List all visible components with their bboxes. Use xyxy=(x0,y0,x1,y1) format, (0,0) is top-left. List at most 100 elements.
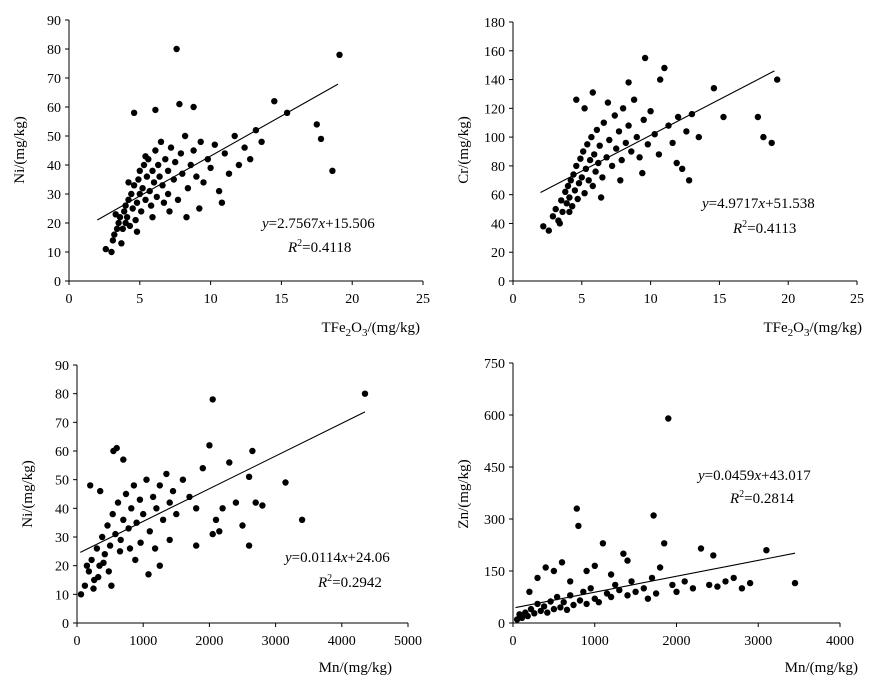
data-point xyxy=(140,161,148,169)
data-point xyxy=(578,174,585,181)
data-point xyxy=(252,499,259,506)
data-point xyxy=(99,533,106,541)
y-tick-label: 40 xyxy=(491,217,505,232)
data-point xyxy=(169,487,177,495)
data-point xyxy=(674,113,682,121)
data-point xyxy=(212,516,220,523)
x-tick-label: 4000 xyxy=(328,634,356,649)
data-point xyxy=(218,199,226,206)
y-tick-label: 80 xyxy=(55,388,69,403)
data-point xyxy=(595,599,602,606)
regression-equation: y=0.0114x+24.06 xyxy=(283,550,390,566)
data-point xyxy=(105,568,113,575)
data-point xyxy=(150,179,158,186)
data-point xyxy=(87,482,94,489)
data-point xyxy=(738,585,746,592)
x-tick-label: 20 xyxy=(781,292,795,307)
data-point xyxy=(612,581,619,589)
data-point xyxy=(560,599,567,606)
data-point xyxy=(231,132,238,140)
data-point xyxy=(111,231,118,238)
y-tick-label: 20 xyxy=(55,560,69,575)
data-point xyxy=(714,583,721,590)
data-point xyxy=(591,562,598,569)
data-point xyxy=(710,552,717,559)
data-point xyxy=(639,169,646,177)
data-point xyxy=(172,158,179,166)
data-point xyxy=(336,51,343,58)
data-point xyxy=(179,476,187,483)
data-point xyxy=(122,490,130,498)
data-point xyxy=(173,45,180,53)
data-point xyxy=(119,225,127,232)
data-point xyxy=(215,187,223,195)
y-tick-label: 80 xyxy=(47,43,61,58)
data-point xyxy=(526,588,533,595)
y-tick-label: 180 xyxy=(484,16,505,31)
data-point xyxy=(166,499,173,506)
data-point xyxy=(95,573,102,581)
data-point xyxy=(249,447,256,455)
data-point xyxy=(136,167,143,174)
data-point xyxy=(556,220,563,227)
data-point xyxy=(534,574,541,582)
data-point xyxy=(104,522,111,529)
data-point xyxy=(542,564,549,571)
data-point xyxy=(156,562,163,569)
data-point xyxy=(657,76,664,83)
data-point xyxy=(77,591,85,598)
data-point xyxy=(616,586,623,594)
data-point xyxy=(673,159,680,167)
y-axis-label: Cr/(mg/kg) xyxy=(456,116,472,184)
data-point xyxy=(156,482,163,489)
data-point xyxy=(580,588,587,595)
data-point xyxy=(593,126,601,134)
y-tick-label: 150 xyxy=(484,565,505,580)
trend-line xyxy=(80,411,366,553)
data-point xyxy=(181,132,189,140)
data-point xyxy=(143,476,150,483)
data-point xyxy=(628,148,635,155)
data-point xyxy=(589,89,596,96)
data-point xyxy=(625,79,632,86)
data-point xyxy=(132,216,139,224)
data-point xyxy=(155,161,162,169)
data-point xyxy=(597,194,605,201)
data-point xyxy=(586,156,594,164)
data-point xyxy=(644,595,652,602)
data-point xyxy=(760,133,767,141)
data-point xyxy=(174,196,182,203)
x-tick-label: 0 xyxy=(74,634,81,649)
data-point xyxy=(583,600,590,608)
r-squared-label: R2=0.4118 xyxy=(287,238,351,256)
y-tick-label: 140 xyxy=(484,74,505,89)
data-point xyxy=(613,145,620,152)
data-point xyxy=(113,225,121,232)
trend-line xyxy=(97,83,339,221)
data-point xyxy=(689,585,697,592)
x-tick-label: 5 xyxy=(136,292,143,307)
data-point xyxy=(617,177,624,184)
data-point xyxy=(247,156,254,163)
y-tick-label: 90 xyxy=(55,359,69,374)
data-point xyxy=(317,135,325,143)
data-point xyxy=(132,556,139,564)
x-tick-label: 15 xyxy=(712,292,726,307)
data-point xyxy=(513,616,521,623)
data-point xyxy=(120,456,127,463)
data-point xyxy=(607,593,615,601)
data-point xyxy=(118,240,125,247)
data-point xyxy=(258,138,265,145)
data-point xyxy=(166,208,173,215)
data-point xyxy=(173,510,180,518)
data-point xyxy=(632,588,639,595)
data-point xyxy=(577,155,584,162)
data-point xyxy=(126,222,134,230)
data-point xyxy=(145,571,152,578)
data-point xyxy=(162,156,169,163)
data-point xyxy=(211,141,218,148)
data-point xyxy=(152,106,159,114)
y-tick-label: 20 xyxy=(47,217,61,232)
data-point xyxy=(197,138,204,145)
y-tick-label: 20 xyxy=(491,246,505,261)
